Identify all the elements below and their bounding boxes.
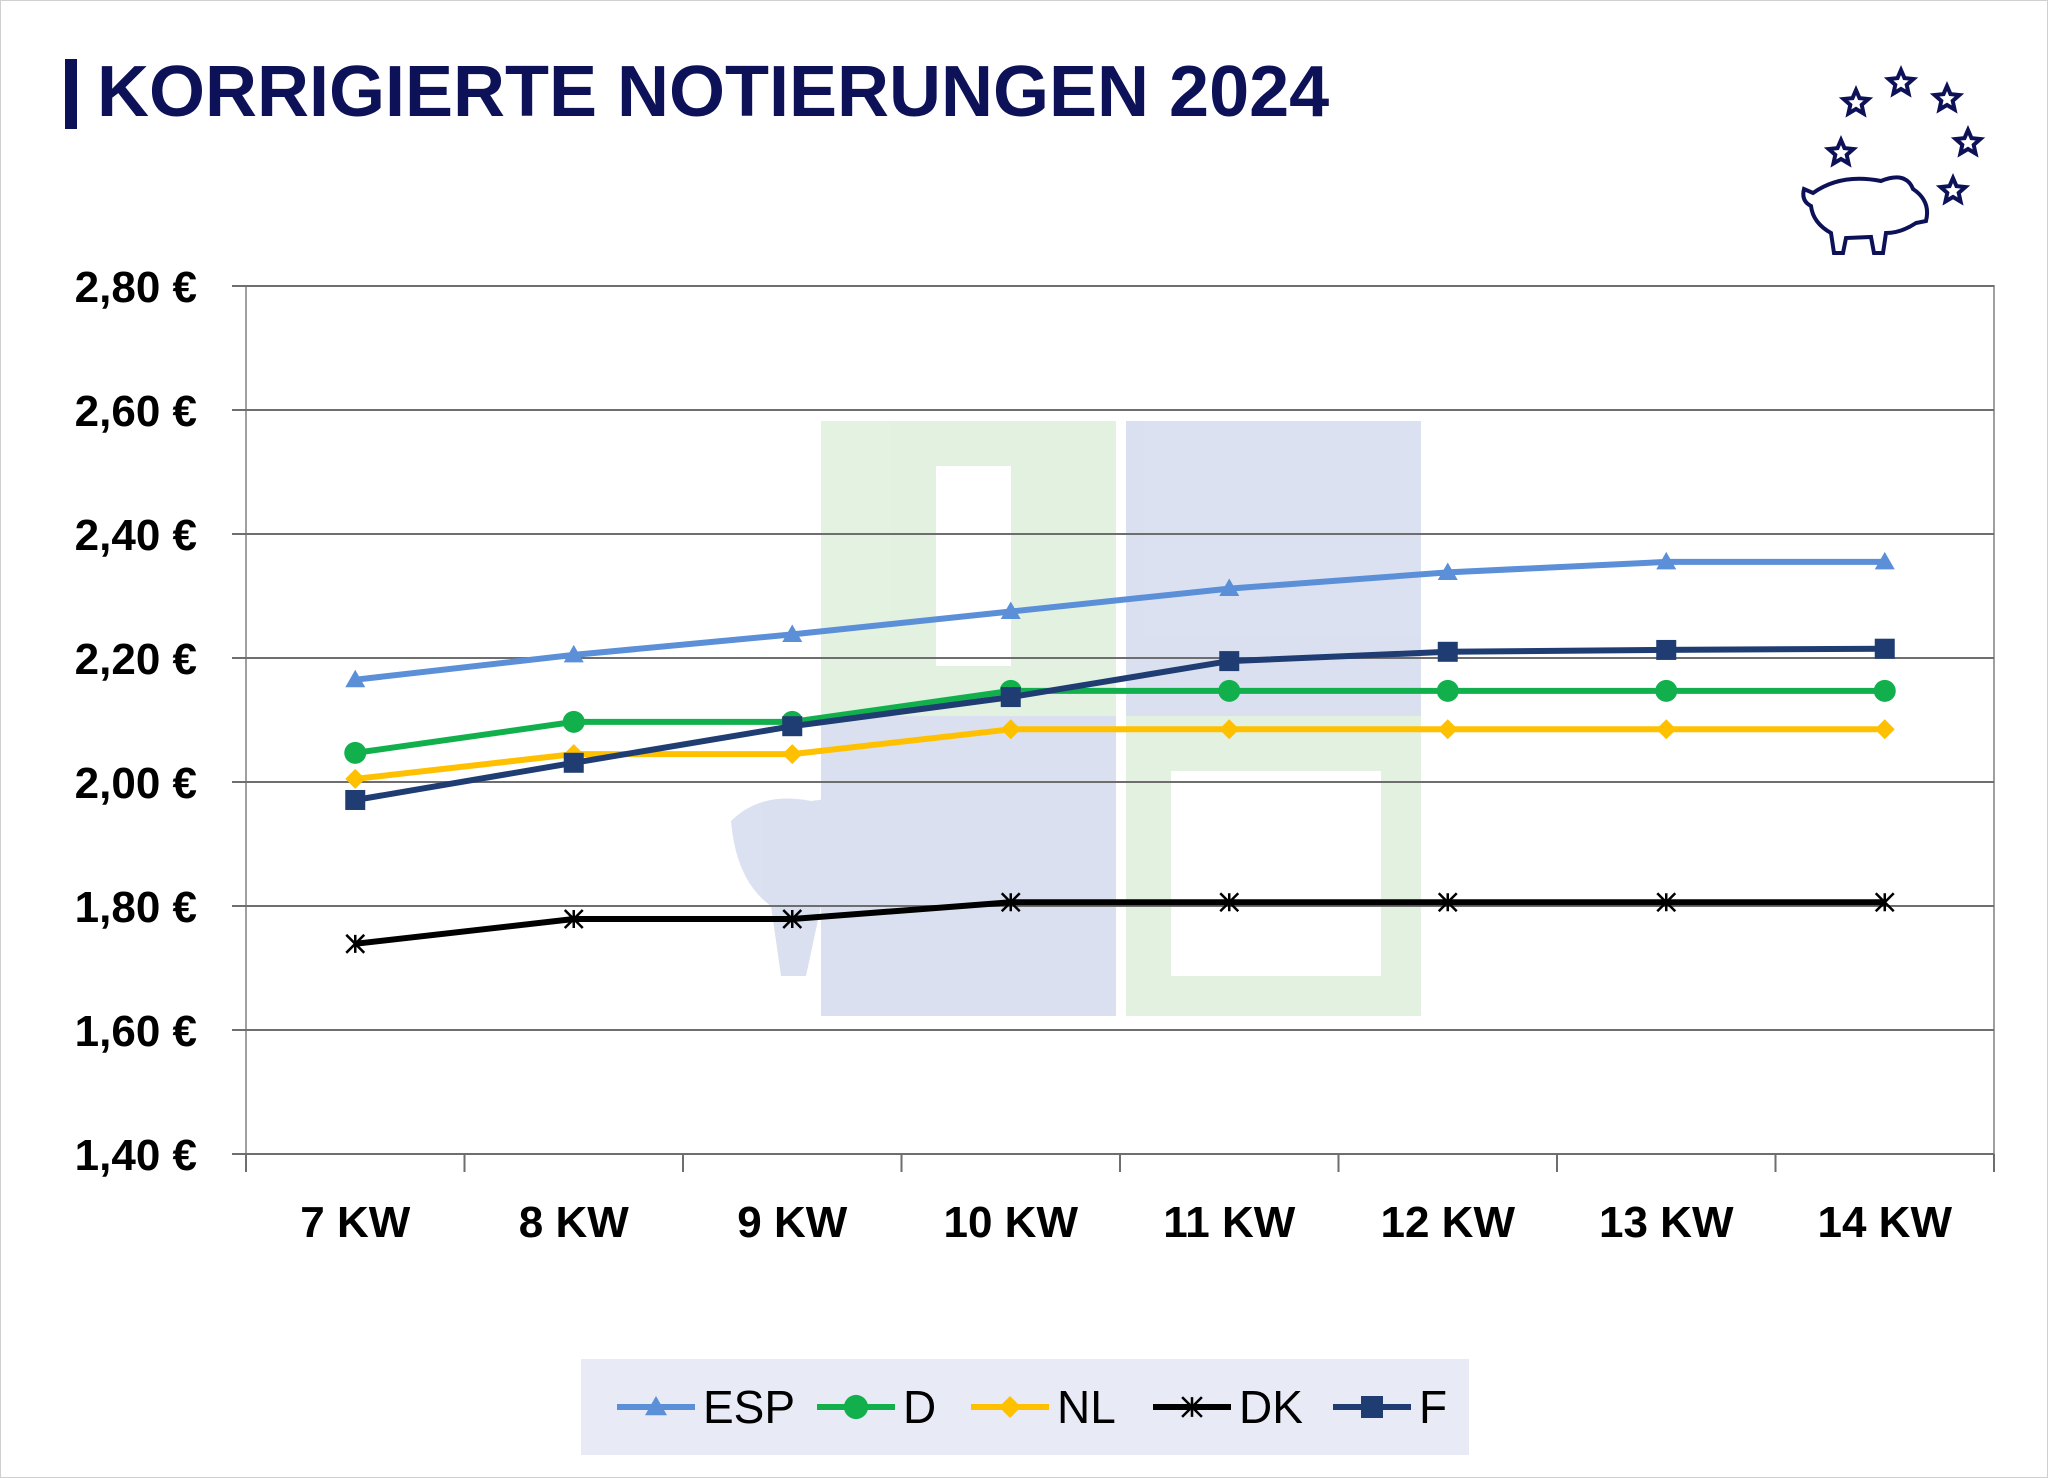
star-icon xyxy=(1838,84,1874,118)
legend-label: F xyxy=(1419,1381,1447,1433)
data-point xyxy=(782,716,803,737)
series-esp xyxy=(345,551,1895,688)
data-point xyxy=(1219,651,1240,672)
data-point xyxy=(782,744,803,765)
legend-label: ESP xyxy=(703,1381,795,1433)
y-tick-label: 2,20 € xyxy=(75,635,197,684)
x-tick-label: 7 KW xyxy=(300,1198,410,1247)
legend-label: DK xyxy=(1239,1381,1303,1433)
data-point xyxy=(1655,679,1678,702)
data-point xyxy=(1000,601,1021,619)
x-axis: 7 KW 8 KW 9 KW 10 KW 11 KW 12 KW 13 KW 14 KW xyxy=(245,1154,1995,1247)
data-point xyxy=(1000,719,1021,740)
data-point xyxy=(1874,551,1895,570)
data-point xyxy=(782,624,803,642)
legend-item-esp: ESP xyxy=(617,1381,795,1433)
legend-item-dk: DK xyxy=(1153,1381,1303,1433)
data-point xyxy=(1656,551,1677,570)
star-icon xyxy=(1935,172,1971,206)
data-point xyxy=(563,909,584,929)
x-tick-label: 9 KW xyxy=(737,1198,847,1247)
data-point xyxy=(1874,892,1895,913)
data-point xyxy=(1437,562,1458,580)
data-point xyxy=(1656,719,1677,740)
data-point xyxy=(1874,638,1895,659)
legend-marker xyxy=(1361,1396,1383,1418)
data-point xyxy=(1000,892,1021,913)
data-point xyxy=(1437,892,1458,913)
y-axis: 2,80 € 2,60 € 2,40 € 2,20 € 2,00 € 1,80 € 1,60… xyxy=(75,263,246,1180)
x-tick-label: 14 KW xyxy=(1818,1198,1953,1247)
data-point xyxy=(1436,679,1459,702)
pig-icon xyxy=(1801,175,1930,255)
data-point xyxy=(345,933,366,954)
page-title: KORRIGIERTE NOTIERUNGEN 2024 xyxy=(97,52,1330,132)
pig-stars-logo xyxy=(1801,64,1986,255)
grid-lines xyxy=(246,285,1994,1155)
y-tick-label: 2,80 € xyxy=(75,263,197,312)
x-tick-label: 10 KW xyxy=(944,1198,1079,1247)
data-point xyxy=(563,644,584,663)
data-point xyxy=(1219,578,1240,597)
y-tick-label: 1,60 € xyxy=(75,1007,197,1056)
legend-label: D xyxy=(903,1381,936,1433)
data-point xyxy=(1656,639,1677,660)
series-line-d xyxy=(354,687,1885,756)
legend-marker xyxy=(645,1396,667,1416)
data-point xyxy=(1437,641,1458,662)
legend-item-d: D xyxy=(817,1381,936,1433)
series-dk xyxy=(345,892,1895,954)
series-f xyxy=(345,638,1895,810)
x-tick-label: 13 KW xyxy=(1599,1198,1734,1247)
data-point xyxy=(1437,719,1458,740)
star-icon xyxy=(1823,134,1859,168)
star-icon xyxy=(1883,64,1919,98)
data-point xyxy=(345,789,366,810)
data-point xyxy=(1873,679,1896,702)
x-tick-label: 8 KW xyxy=(519,1198,629,1247)
y-tick-label: 1,40 € xyxy=(75,1131,197,1180)
legend: ESP D NL DK F xyxy=(581,1359,1469,1455)
y-tick-label: 2,40 € xyxy=(75,511,197,560)
legend-marker xyxy=(1181,1396,1203,1418)
star-icon xyxy=(1929,80,1965,114)
legend-marker xyxy=(843,1394,869,1420)
series-line-dk xyxy=(354,899,1885,947)
data-point xyxy=(345,669,366,688)
data-point xyxy=(782,909,803,929)
title-accent-bar xyxy=(65,59,77,129)
data-point xyxy=(563,752,584,773)
data-point xyxy=(1656,892,1677,913)
series-line-esp xyxy=(354,558,1885,683)
plot-area xyxy=(245,285,1995,1155)
legend-marker xyxy=(999,1396,1021,1418)
data-point xyxy=(1000,687,1021,708)
y-tick-label: 1,80 € xyxy=(75,883,197,932)
legend-item-f: F xyxy=(1333,1381,1447,1433)
data-point xyxy=(344,741,367,764)
data-point xyxy=(1874,719,1895,740)
series-line-nl xyxy=(354,726,1885,782)
legend-item-nl: NL xyxy=(971,1381,1116,1433)
x-tick-label: 12 KW xyxy=(1381,1198,1516,1247)
y-tick-label: 2,60 € xyxy=(75,387,197,436)
series-lines xyxy=(344,551,1896,954)
series-line-f xyxy=(354,645,1885,803)
x-tick-label: 11 KW xyxy=(1163,1198,1296,1247)
data-point xyxy=(345,768,366,789)
y-tick-label: 2,00 € xyxy=(75,759,197,808)
data-point xyxy=(562,710,585,733)
legend-label: NL xyxy=(1057,1381,1116,1433)
data-point xyxy=(1219,892,1240,913)
star-icon xyxy=(1950,124,1986,158)
data-point xyxy=(1219,719,1240,740)
data-point xyxy=(1218,679,1241,702)
